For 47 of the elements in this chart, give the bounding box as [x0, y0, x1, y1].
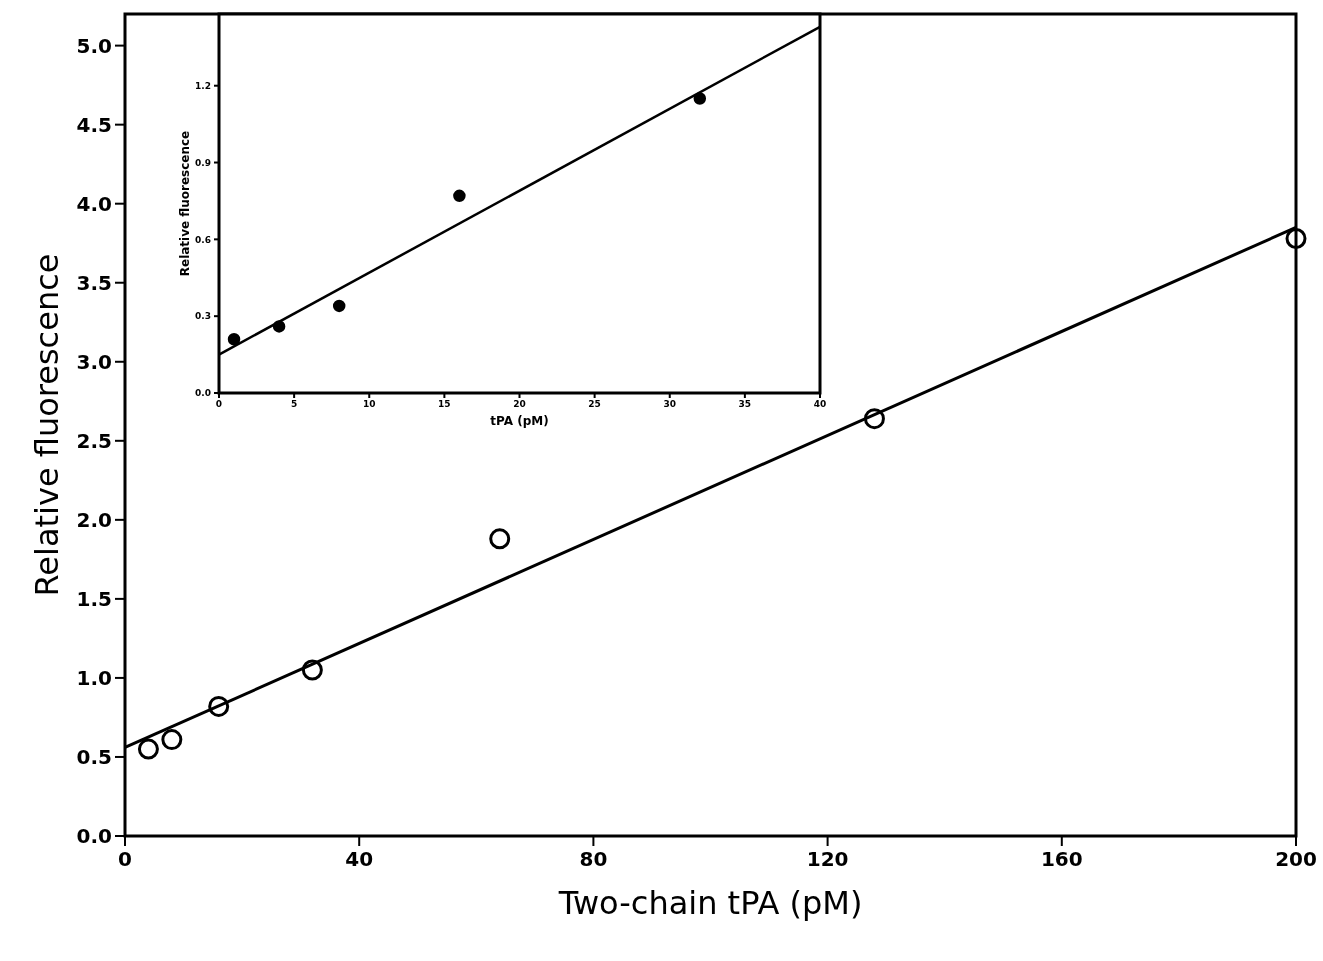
- y-tick-label: 4.5: [76, 112, 112, 137]
- x-tick-label: 10: [362, 399, 376, 409]
- point: [693, 92, 707, 105]
- x-tick-label: 40: [813, 399, 827, 409]
- x-tick-label: 35: [738, 399, 752, 409]
- point: [161, 729, 183, 751]
- point: [489, 528, 511, 550]
- point: [332, 299, 346, 313]
- point: [272, 320, 286, 333]
- point: [863, 408, 885, 430]
- point: [301, 659, 323, 681]
- x-tick-label: 20: [513, 399, 526, 409]
- x-tick-label: 200: [1275, 847, 1317, 871]
- point: [227, 332, 241, 346]
- x-axis-title: tPA (pM): [490, 414, 549, 428]
- y-tick-label: 4.0: [76, 191, 112, 216]
- y-tick-label: 2.0: [76, 507, 112, 532]
- x-tick-label: 80: [579, 847, 608, 871]
- y-tick-label: 3.0: [76, 349, 112, 374]
- point: [208, 695, 230, 717]
- y-tick-label: 1.0: [76, 665, 112, 690]
- y-tick-label: 3.5: [76, 270, 112, 295]
- point: [1285, 227, 1307, 249]
- y-tick-label: 0.5: [76, 744, 112, 769]
- y-axis-title: Relative fluorescence: [28, 253, 67, 597]
- point: [137, 738, 159, 760]
- x-tick-label: 160: [1040, 847, 1083, 871]
- y-tick-label: 1.2: [195, 80, 211, 91]
- x-tick-label: 30: [663, 399, 677, 409]
- x-tick-label: 0: [215, 399, 223, 409]
- point: [453, 189, 466, 203]
- y-tick-label: 0.6: [195, 234, 211, 245]
- y-axis-title: Relative fluorescence: [178, 130, 193, 277]
- y-tick-label: 0.9: [195, 157, 211, 168]
- x-tick-label: 0: [118, 847, 132, 871]
- x-tick-label: 25: [588, 399, 601, 409]
- y-tick-label: 0.0: [195, 388, 211, 399]
- y-tick-label: 0.3: [195, 311, 211, 322]
- y-tick-label: 1.5: [76, 586, 112, 611]
- y-tick-label: 0.0: [76, 824, 112, 848]
- y-tick-label: 2.5: [76, 428, 112, 453]
- x-tick-label: 15: [438, 399, 451, 409]
- y-tick-label: 5.0: [76, 33, 112, 58]
- x-tick-label: 40: [345, 847, 374, 871]
- x-tick-label: 120: [806, 847, 849, 871]
- x-axis-title: Two-chain tPA (pM): [557, 884, 863, 922]
- x-tick-label: 5: [290, 399, 298, 409]
